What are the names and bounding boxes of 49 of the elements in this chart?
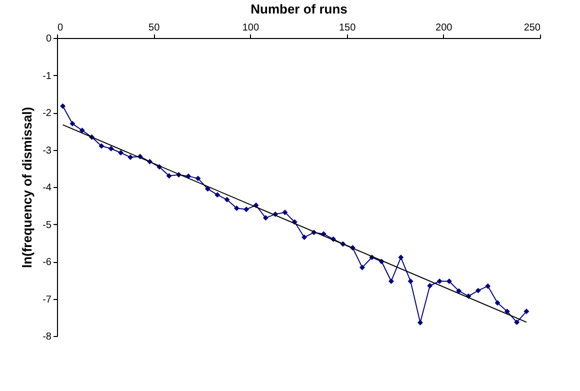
point: [128, 154, 134, 160]
point: [494, 300, 500, 306]
point: [234, 205, 240, 211]
point: [524, 308, 530, 314]
point: [282, 210, 288, 216]
x-tick-label: 0: [58, 22, 64, 34]
point: [166, 173, 172, 179]
point: [417, 320, 423, 326]
point: [360, 264, 365, 270]
point: [446, 278, 452, 284]
point: [514, 319, 520, 325]
point: [456, 288, 462, 294]
y-tick-label: 0: [46, 34, 52, 44]
x-tick-label: 250: [524, 22, 541, 34]
point: [408, 278, 414, 284]
point: [118, 150, 124, 156]
x-tick-label: 200: [436, 22, 453, 34]
point: [204, 186, 210, 192]
point: [60, 103, 66, 109]
point: [195, 176, 201, 182]
y-tick-label: -3: [42, 145, 52, 156]
point: [98, 143, 104, 149]
x-tick-label: 100: [242, 22, 260, 34]
point: [214, 192, 220, 198]
point: [485, 283, 491, 289]
y-tick-label: -4: [42, 182, 52, 194]
y-tick-label: -8: [42, 332, 52, 342]
x-tick-label: 150: [338, 22, 356, 34]
point: [224, 196, 230, 202]
point: [244, 206, 250, 212]
y-axis-title: ln(frequency of dismissal): [20, 106, 35, 268]
point: [504, 308, 510, 314]
y-tick-label: -2: [42, 108, 52, 119]
point: [70, 120, 76, 126]
y-tick-label: -7: [42, 294, 52, 306]
x-tick-label: 50: [148, 22, 160, 34]
point: [108, 146, 114, 152]
y-tick-label: -6: [42, 257, 52, 268]
point: [79, 128, 85, 134]
point: [398, 254, 404, 260]
point: [262, 215, 268, 221]
y-tick-label: -5: [42, 220, 52, 231]
x-axis-title: Number of runs: [250, 2, 348, 16]
point: [427, 282, 433, 288]
point: [436, 278, 442, 284]
point: [475, 288, 481, 294]
y-tick-label: -1: [42, 70, 52, 82]
point: [388, 278, 394, 284]
point: [302, 234, 308, 240]
